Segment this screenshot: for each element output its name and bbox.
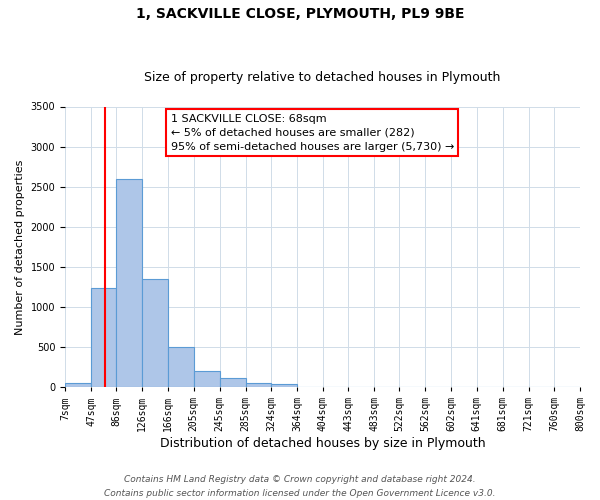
Bar: [142, 279, 168, 387]
Bar: [65, 383, 91, 387]
Title: Size of property relative to detached houses in Plymouth: Size of property relative to detached ho…: [145, 72, 501, 85]
Text: 1, SACKVILLE CLOSE, PLYMOUTH, PL9 9BE: 1, SACKVILLE CLOSE, PLYMOUTH, PL9 9BE: [136, 8, 464, 22]
Bar: [220, 378, 245, 387]
Bar: [116, 180, 142, 387]
Text: 1 SACKVILLE CLOSE: 68sqm
← 5% of detached houses are smaller (282)
95% of semi-d: 1 SACKVILLE CLOSE: 68sqm ← 5% of detache…: [170, 114, 454, 152]
Bar: [168, 347, 194, 387]
Bar: [271, 384, 297, 387]
X-axis label: Distribution of detached houses by size in Plymouth: Distribution of detached houses by size …: [160, 437, 485, 450]
Bar: [194, 371, 220, 387]
Bar: [91, 288, 116, 387]
Y-axis label: Number of detached properties: Number of detached properties: [15, 159, 25, 334]
Bar: [245, 383, 271, 387]
Text: Contains HM Land Registry data © Crown copyright and database right 2024.
Contai: Contains HM Land Registry data © Crown c…: [104, 476, 496, 498]
